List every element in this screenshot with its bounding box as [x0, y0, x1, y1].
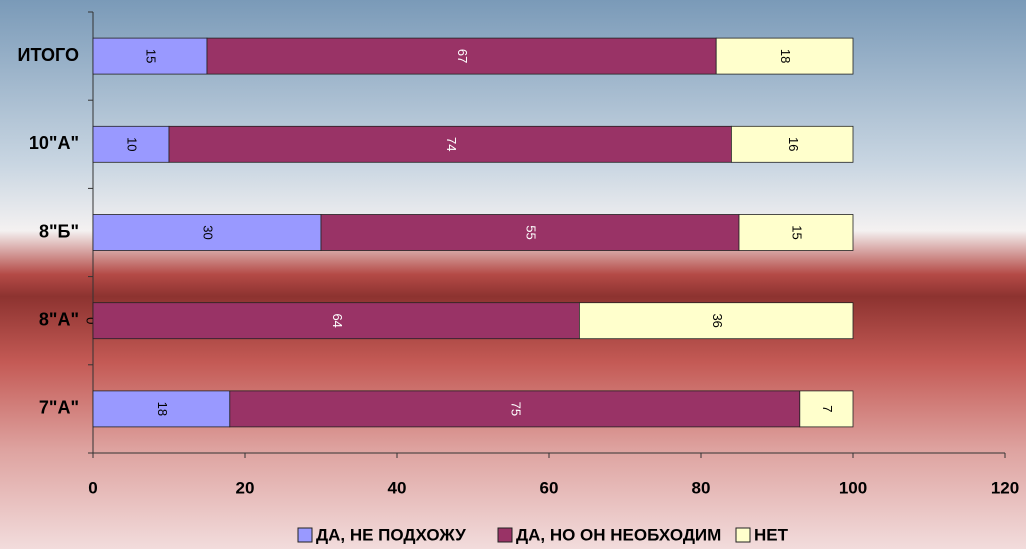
legend-swatch: [297, 527, 313, 543]
category-label: 7"А": [39, 398, 79, 418]
bar-segment: [92, 37, 208, 75]
data-label: 74: [444, 137, 459, 151]
data-label: 10: [125, 137, 140, 151]
category-label: 10"А": [29, 133, 79, 153]
bar-segment: [168, 125, 732, 163]
bar-segment: [731, 125, 854, 163]
bar-segment: [92, 302, 580, 340]
bar-segment: [92, 125, 170, 163]
bar-segment: [738, 214, 854, 251]
data-label: 75: [508, 402, 523, 416]
category-label: 8"Б": [39, 221, 79, 241]
bar-segment: [715, 37, 854, 75]
x-tick-label: 80: [692, 478, 711, 497]
data-label: 15: [144, 49, 159, 63]
legend-swatch: [735, 527, 751, 543]
data-label: 15: [790, 225, 805, 239]
legend-label: ДА, НЕ ПОДХОЖУ: [316, 525, 466, 544]
bar-segment: [320, 214, 740, 251]
x-tick-label: 40: [388, 478, 407, 497]
legend-swatch: [497, 527, 513, 543]
x-tick-label: 60: [540, 478, 559, 497]
bar-segment: [579, 302, 854, 340]
legend-label: ДА, НО ОН НЕОБХОДИМ: [516, 525, 721, 544]
category-label: 8"А": [39, 309, 79, 329]
data-label: 55: [524, 225, 539, 239]
bar-segment: [92, 214, 322, 251]
data-label: 30: [201, 225, 216, 239]
data-label: 67: [455, 49, 470, 63]
data-label: 64: [330, 313, 345, 327]
category-label: ИТОГО: [18, 45, 79, 65]
data-label: 0: [84, 317, 99, 324]
data-label: 36: [710, 313, 725, 327]
bar-segment: [92, 390, 231, 428]
x-tick-label: 0: [88, 478, 97, 497]
data-label: 18: [155, 402, 170, 416]
x-tick-label: 20: [236, 478, 255, 497]
data-label: 18: [778, 49, 793, 63]
x-tick-label: 120: [991, 478, 1019, 497]
data-label: 7: [820, 405, 835, 412]
data-label: 16: [786, 137, 801, 151]
x-tick-label: 100: [839, 478, 867, 497]
bar-segment: [229, 390, 801, 428]
legend-label: НЕТ: [754, 525, 789, 544]
bar-segment: [799, 390, 854, 428]
